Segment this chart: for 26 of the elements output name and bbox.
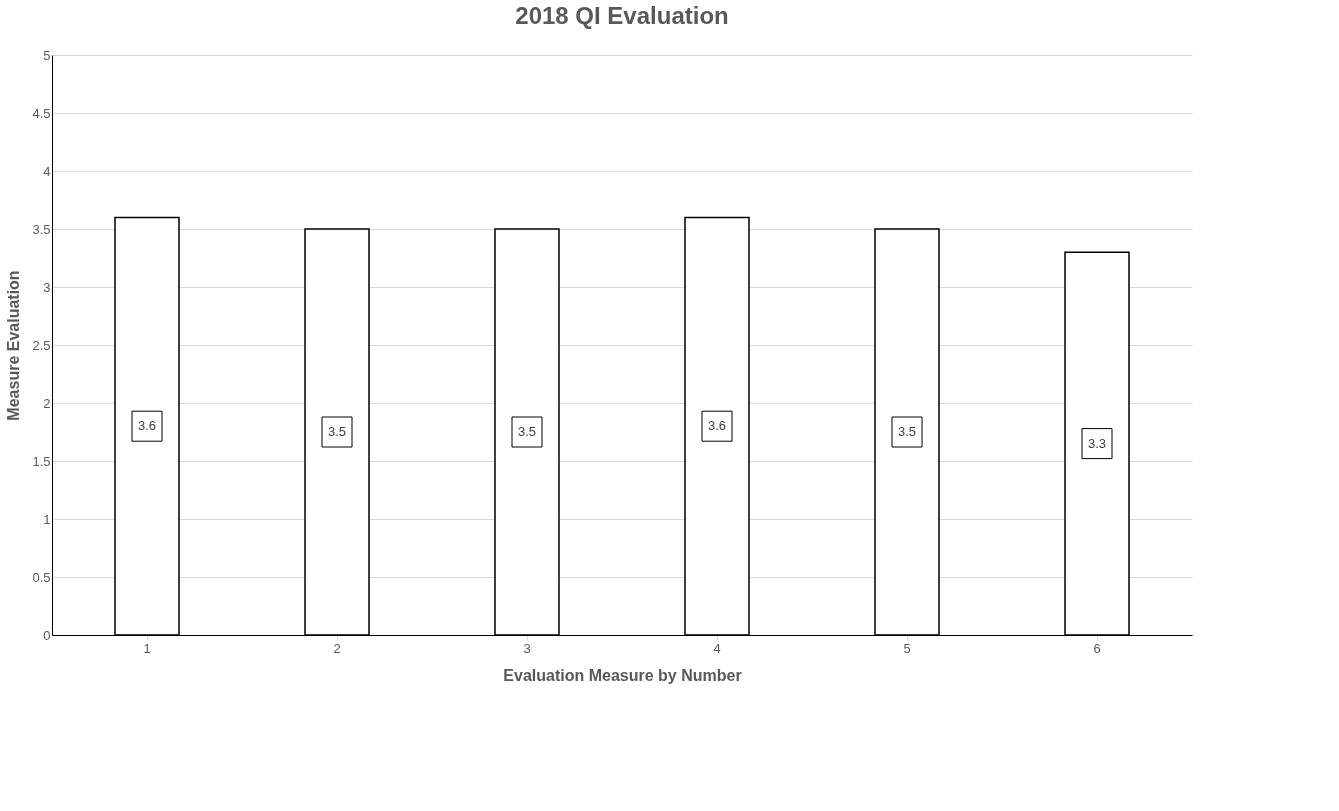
data-label: 3.5 (327, 424, 347, 439)
data-label: 3.5 (897, 424, 917, 439)
data-label: 3.3 (1087, 435, 1107, 451)
x-tick-label: 3 (523, 640, 531, 656)
y-tick-label: 5 (43, 47, 51, 63)
y-tick-label: 3.5 (32, 221, 51, 237)
x-tick-label: 1 (143, 640, 151, 656)
y-tick-label: 0 (43, 627, 51, 643)
y-tick-label: 4.5 (32, 105, 51, 121)
x-axis-title: Evaluation Measure by Number (503, 666, 742, 684)
x-tick-label: 2 (333, 640, 341, 656)
data-label: 3.5 (517, 424, 537, 439)
data-label: 3.6 (137, 418, 157, 434)
data-label: 3.6 (707, 418, 727, 434)
x-tick-label: 4 (713, 640, 721, 656)
y-tick-label: 3 (43, 279, 51, 295)
x-tick-label: 6 (1093, 640, 1101, 656)
y-tick-label: 4 (43, 163, 51, 179)
y-axis-title: Measure Evaluation (5, 270, 23, 421)
y-tick-label: 2 (43, 395, 51, 411)
y-tick-label: 1 (43, 511, 51, 527)
y-tick-label: 0.5 (32, 569, 51, 585)
x-tick-label: 5 (903, 640, 911, 656)
chart-title: 2018 QI Evaluation (515, 2, 729, 29)
y-tick-label: 2.5 (32, 337, 51, 353)
y-tick-label: 1.5 (32, 453, 51, 469)
